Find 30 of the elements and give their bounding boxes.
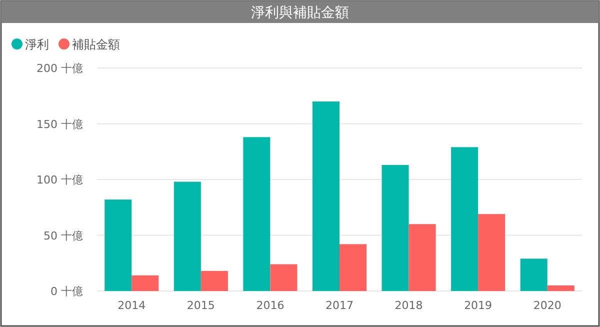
y-tick-label: 50 十億 [44,229,83,242]
bar [243,137,270,291]
bar [340,244,367,291]
bar [200,270,228,291]
chart-title: 淨利與補貼金額 [251,5,349,21]
x-tick-label: 2018 [394,299,423,312]
bar [408,224,436,291]
bar [451,147,478,291]
bar [312,101,340,291]
title-bar: 淨利與補貼金額 [1,1,599,23]
bar [520,258,548,291]
y-tick-label: 0 十億 [50,285,83,298]
bar [478,214,506,291]
bar [104,200,132,291]
bar [174,182,201,291]
legend-label: 淨利 [25,38,49,52]
bar [382,165,409,291]
y-tick-label: 100 十億 [36,174,83,186]
x-tick-label: 2020 [533,299,562,312]
legend-label: 補貼金額 [72,38,120,52]
x-tick-label: 2016 [256,299,284,312]
x-tick-label: 2014 [118,299,146,312]
x-tick-label: 2019 [464,299,492,312]
y-tick-label: 150 十億 [36,118,83,131]
bar [132,275,159,291]
y-tick-label: 200 十億 [36,62,83,75]
bar [547,285,574,291]
x-tick-label: 2017 [326,299,354,312]
x-tick-label: 2015 [186,299,215,312]
bar [270,264,298,291]
